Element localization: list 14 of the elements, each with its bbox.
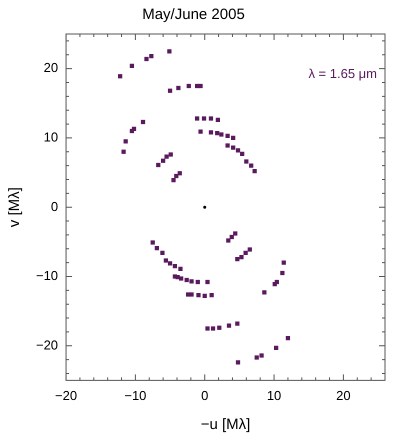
x-tick-label: −20 [55, 388, 78, 403]
y-tick-label: 20 [44, 60, 58, 76]
x-tick-label: −10 [124, 388, 146, 403]
y-tick-label: −20 [36, 337, 58, 352]
annotation: λ = 1.65 μm [308, 66, 377, 82]
x-tick-label: 20 [336, 388, 351, 403]
y-tick-label: 10 [44, 130, 58, 144]
x-tick-label: 0 [201, 388, 208, 403]
y-tick-label: −10 [36, 268, 58, 284]
y-tick-label: 0 [50, 198, 58, 214]
chart-title: May/June 2005 [142, 6, 245, 24]
x-tick-label: 10 [266, 388, 282, 403]
y-axis-title: v [Mλ] [6, 187, 24, 228]
x-axis-title: −u [Mλ] [200, 416, 250, 434]
